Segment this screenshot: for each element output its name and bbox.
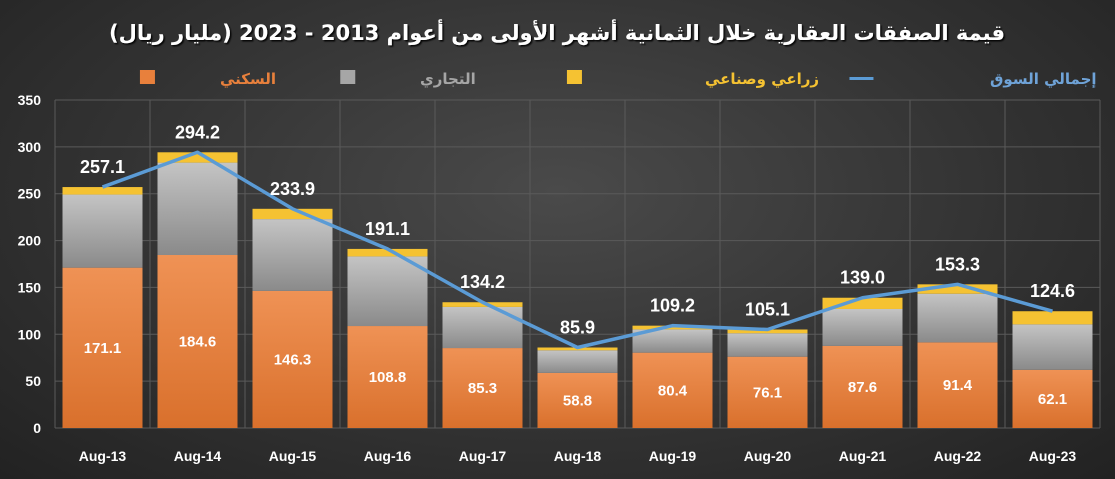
y-tick-label: 0 xyxy=(33,420,41,436)
total-label: 191.1 xyxy=(365,219,410,239)
total-line xyxy=(101,150,1053,350)
x-tick-label: Aug-14 xyxy=(174,448,222,464)
bar-commercial xyxy=(442,306,523,349)
bar-agri-industrial xyxy=(157,152,238,163)
total-label: 153.3 xyxy=(935,254,980,274)
residential-label: 91.4 xyxy=(943,377,973,394)
bar-agri-industrial xyxy=(632,325,713,330)
residential-label: 62.1 xyxy=(1038,391,1067,408)
legend-label: زراعي وصناعي xyxy=(705,70,819,88)
bars xyxy=(62,152,1093,428)
y-tick-label: 350 xyxy=(18,92,42,108)
y-tick-label: 200 xyxy=(18,233,42,249)
data-labels: 171.1 257.1 184.6 294.2 146.3 233.9 108.8 191.1… xyxy=(80,122,1075,409)
residential-label: 87.6 xyxy=(848,379,877,396)
bar-residential xyxy=(347,326,428,428)
bar-residential xyxy=(727,356,808,428)
bar-residential xyxy=(252,290,333,428)
bar-commercial xyxy=(1012,324,1093,370)
bar-commercial xyxy=(727,333,808,357)
legend-item: التجاري xyxy=(340,70,476,89)
legend-item: السكني xyxy=(139,70,276,88)
legend-item: زراعي وصناعي xyxy=(566,70,819,88)
bar-agri-industrial xyxy=(727,329,808,334)
y-tick-label: 300 xyxy=(18,139,42,155)
bar-residential xyxy=(537,372,618,428)
residential-label: 76.1 xyxy=(753,384,782,401)
bar-commercial xyxy=(62,194,143,268)
total-label: 294.2 xyxy=(175,122,220,142)
legend-swatch xyxy=(340,70,356,84)
residential-label: 146.3 xyxy=(274,351,312,368)
bar-commercial xyxy=(822,308,903,346)
x-tick-label: Aug-23 xyxy=(1029,448,1077,464)
bar-residential xyxy=(632,352,713,428)
x-tick-label: Aug-13 xyxy=(79,448,127,464)
total-label: 124.6 xyxy=(1030,281,1075,301)
residential-label: 108.8 xyxy=(369,369,407,386)
legend-label: إجمالي السوق xyxy=(990,70,1097,88)
total-market-line xyxy=(101,150,1053,350)
axes: 0 50 100 150 200 250 300 350 Aug-13 Aug-14 Aug-15 A… xyxy=(18,92,1077,464)
total-label: 257.1 xyxy=(80,157,125,177)
legend: إجمالي السوق زراعي وصناعي التجاري السكني xyxy=(139,70,1097,89)
x-tick-label: Aug-22 xyxy=(934,448,982,464)
y-tick-label: 100 xyxy=(18,326,42,342)
residential-label: 171.1 xyxy=(84,340,122,357)
legend-swatch xyxy=(139,70,155,84)
legend-label: السكني xyxy=(220,70,276,88)
chart-title: قيمة الصفقات العقارية خلال الثمانية أشهر… xyxy=(109,18,1005,45)
bar-agri-industrial xyxy=(347,248,428,257)
bar-commercial xyxy=(537,350,618,373)
x-tick-label: Aug-15 xyxy=(269,448,317,464)
total-label: 233.9 xyxy=(270,179,315,199)
bar-agri-industrial xyxy=(252,208,333,220)
x-tick-label: Aug-21 xyxy=(839,448,887,464)
x-tick-label: Aug-17 xyxy=(459,448,507,464)
bar-residential xyxy=(62,267,143,428)
total-label: 139.0 xyxy=(840,268,885,288)
bar-residential xyxy=(1012,369,1093,428)
legend-line-swatch xyxy=(849,77,874,80)
residential-label: 85.3 xyxy=(468,380,497,397)
bar-commercial xyxy=(347,256,428,327)
bar-residential xyxy=(822,345,903,428)
y-tick-label: 250 xyxy=(18,186,42,202)
total-label: 134.2 xyxy=(460,272,505,292)
total-label: 105.1 xyxy=(745,300,790,320)
y-tick-label: 150 xyxy=(18,279,42,295)
bar-agri-industrial xyxy=(62,187,143,195)
bar-commercial xyxy=(632,329,713,353)
x-tick-label: Aug-16 xyxy=(364,448,412,464)
residential-label: 184.6 xyxy=(179,334,217,351)
bar-commercial xyxy=(157,162,238,256)
x-tick-label: Aug-19 xyxy=(649,448,697,464)
bar-residential xyxy=(917,342,998,428)
total-label: 85.9 xyxy=(560,317,595,337)
bar-commercial xyxy=(252,219,333,291)
legend-label: التجاري xyxy=(420,70,476,89)
legend-swatch xyxy=(566,70,582,84)
bar-residential xyxy=(157,255,238,428)
x-tick-label: Aug-18 xyxy=(554,448,602,464)
y-tick-label: 50 xyxy=(25,373,41,389)
residential-label: 58.8 xyxy=(563,392,592,409)
bar-agri-industrial xyxy=(1012,311,1093,325)
x-tick-label: Aug-20 xyxy=(744,448,792,464)
legend-item: إجمالي السوق xyxy=(849,70,1097,88)
bar-residential xyxy=(442,348,523,428)
bar-commercial xyxy=(917,293,998,343)
bar-agri-industrial xyxy=(442,302,523,307)
residential-label: 80.4 xyxy=(658,382,688,399)
bar-agri-industrial xyxy=(917,284,998,294)
total-label: 109.2 xyxy=(650,296,695,316)
bar-agri-industrial xyxy=(822,297,903,309)
